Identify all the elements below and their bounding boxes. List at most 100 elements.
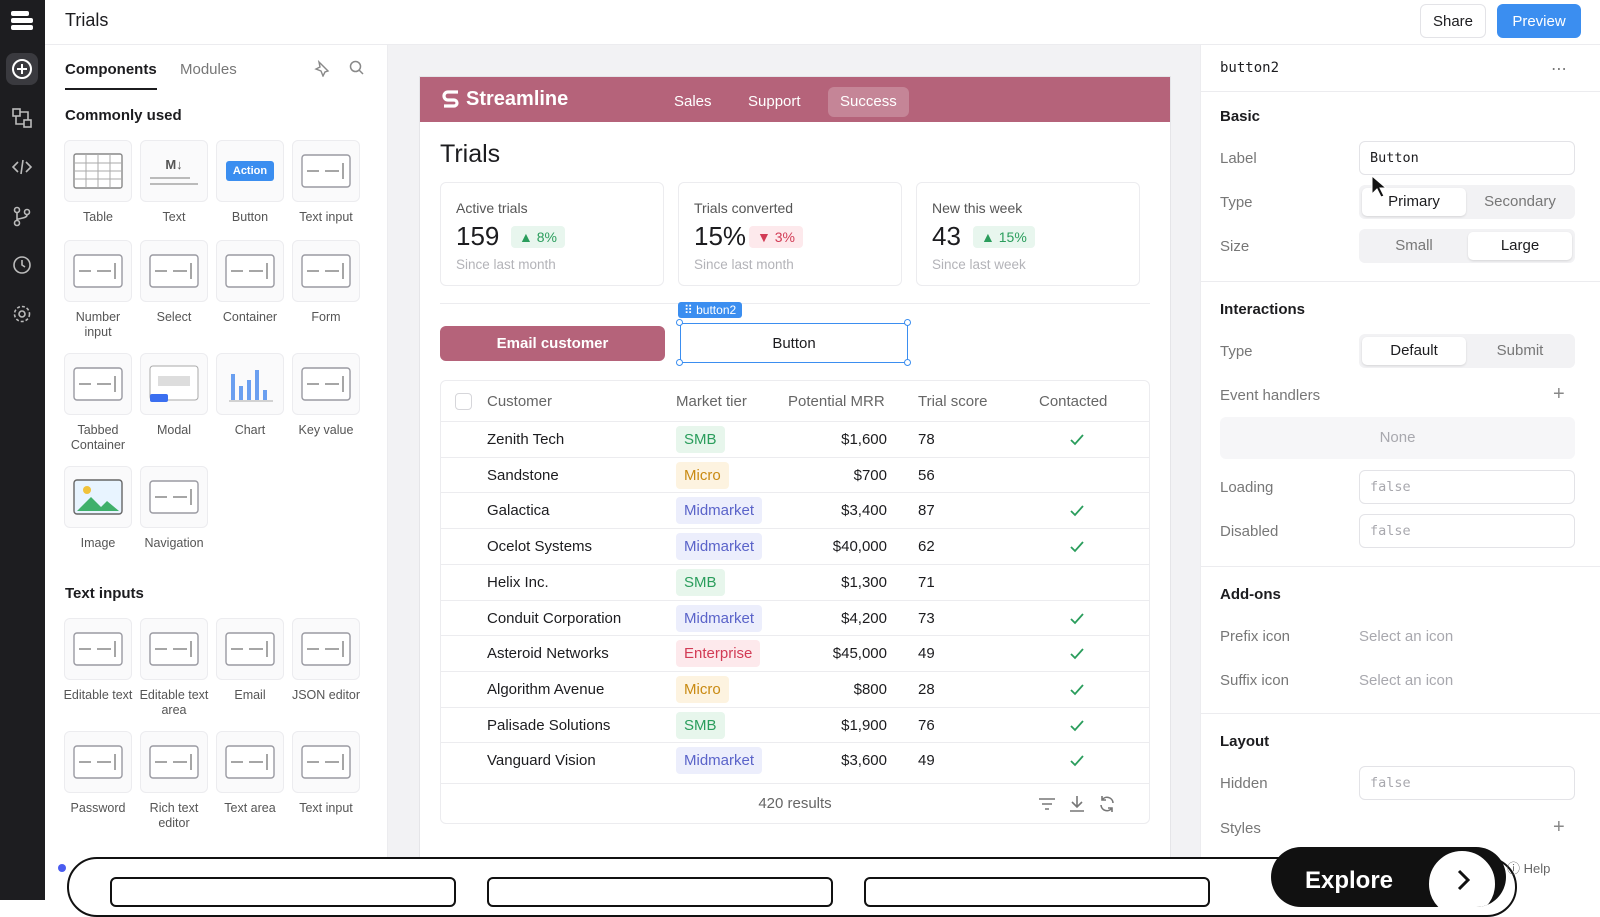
component-tile[interactable]: Text area <box>215 731 285 816</box>
kpi-delta: 3% <box>774 229 795 245</box>
table-row[interactable]: Ocelot Systems Midmarket $40,000 62 <box>441 528 1149 564</box>
component-tile[interactable]: Navigation <box>139 466 209 551</box>
column-header[interactable]: Contacted <box>1039 393 1108 410</box>
pin-icon[interactable] <box>313 59 331 82</box>
section-layout[interactable]: Layout <box>1220 733 1270 750</box>
select-all-checkbox[interactable] <box>455 393 472 410</box>
loading-input[interactable]: false <box>1359 470 1575 504</box>
interaction-default[interactable]: Default <box>1362 337 1466 365</box>
kpi-delta: 8% <box>536 229 557 245</box>
component-tile[interactable]: Key value <box>291 353 361 438</box>
resize-handle[interactable] <box>904 359 911 366</box>
add-component-icon[interactable] <box>6 53 38 85</box>
add-style-icon[interactable]: + <box>1553 816 1565 838</box>
component-tile[interactable]: Text input <box>291 140 361 225</box>
column-header[interactable]: Customer <box>487 393 553 410</box>
mrr-cell: $4,200 <box>841 609 887 627</box>
filter-icon[interactable] <box>1037 794 1057 819</box>
download-icon[interactable] <box>1067 794 1087 819</box>
column-header[interactable]: Potential MRR <box>788 393 885 410</box>
explore-button[interactable]: Explore <box>1271 847 1506 907</box>
table-row[interactable]: Conduit Corporation Midmarket $4,200 73 <box>441 599 1149 636</box>
component-tile[interactable]: Table <box>63 140 133 225</box>
size-toggle: Small Large <box>1359 229 1575 263</box>
table-row[interactable]: Zenith Tech SMB $1,600 78 <box>441 421 1149 457</box>
table-row[interactable]: Asteroid Networks Enterprise $45,000 49 <box>441 635 1149 671</box>
nav-success[interactable]: Success <box>828 87 909 117</box>
more-options-icon[interactable]: ⋯ <box>1551 61 1567 78</box>
refresh-icon[interactable] <box>1097 794 1117 819</box>
nav-support[interactable]: Support <box>748 93 801 110</box>
section-add-ons[interactable]: Add-ons <box>1220 586 1281 603</box>
prefix-icon-select[interactable]: Select an icon <box>1359 628 1454 645</box>
table-row[interactable]: Palisade Solutions SMB $1,900 76 <box>441 706 1149 743</box>
label-input[interactable]: Button <box>1359 141 1575 175</box>
interaction-type-label: Type <box>1220 343 1253 360</box>
selected-button[interactable]: Button <box>680 323 908 363</box>
logo-icon[interactable] <box>6 5 38 37</box>
share-button[interactable]: Share <box>1420 4 1486 38</box>
table-row[interactable]: Galactica Midmarket $3,400 87 <box>441 492 1149 528</box>
type-secondary[interactable]: Secondary <box>1484 193 1556 210</box>
kpi-since: Since last month <box>694 257 794 272</box>
resize-handle[interactable] <box>676 359 683 366</box>
size-large[interactable]: Large <box>1468 232 1572 260</box>
mrr-cell: $40,000 <box>832 538 887 556</box>
resize-handle[interactable] <box>904 319 911 326</box>
component-name[interactable]: button2 <box>1220 60 1280 76</box>
kpi-delta-badge: ▲ 8% <box>511 226 565 248</box>
preview-button[interactable]: Preview <box>1497 4 1581 38</box>
suffix-icon-select[interactable]: Select an icon <box>1359 672 1454 689</box>
component-tile[interactable]: JSON editor <box>291 618 361 703</box>
interaction-submit[interactable]: Submit <box>1496 342 1544 359</box>
help-icon: ⓘ <box>1507 861 1521 876</box>
branch-icon[interactable] <box>6 200 38 232</box>
code-icon[interactable] <box>6 151 38 183</box>
section-interactions[interactable]: Interactions <box>1220 301 1306 318</box>
component-tile[interactable]: Editable text <box>63 618 133 703</box>
component-tile[interactable]: Rich text editor <box>139 731 209 831</box>
mrr-cell: $3,600 <box>841 752 887 770</box>
component-tile[interactable]: Tabbed Container <box>63 353 133 453</box>
size-small[interactable]: Small <box>1395 237 1433 254</box>
component-tile[interactable]: Select <box>139 240 209 325</box>
table-row[interactable]: Algorithm Avenue Micro $800 28 <box>441 670 1149 707</box>
component-tile[interactable]: Form <box>291 240 361 325</box>
component-tile[interactable]: Modal <box>139 353 209 438</box>
arrow-down-icon: ▼ <box>757 229 771 245</box>
nav-sales[interactable]: Sales <box>674 93 712 110</box>
search-icon[interactable] <box>348 59 366 82</box>
component-tile[interactable]: M↓ Text <box>139 140 209 225</box>
column-header[interactable]: Trial score <box>918 393 988 410</box>
table-row[interactable]: Sandstone Micro $700 56 <box>441 456 1149 493</box>
pages-icon[interactable] <box>6 102 38 134</box>
type-primary[interactable]: Primary <box>1362 188 1466 216</box>
disabled-input[interactable]: false <box>1359 514 1575 548</box>
status-dot <box>58 864 66 872</box>
history-icon[interactable] <box>6 249 38 281</box>
add-handler-icon[interactable]: + <box>1553 383 1565 405</box>
email-customer-button[interactable]: Email customer <box>440 326 665 361</box>
hidden-input[interactable]: false <box>1359 766 1575 800</box>
kpi-delta: 15% <box>998 229 1027 245</box>
event-handlers-empty: None <box>1220 417 1575 459</box>
component-tile[interactable]: Email <box>215 618 285 703</box>
component-tile[interactable]: Editable text area <box>139 618 209 718</box>
tab-modules[interactable]: Modules <box>180 61 237 78</box>
settings-icon[interactable] <box>6 298 38 330</box>
component-tile[interactable]: Chart <box>215 353 285 438</box>
component-tile[interactable]: Password <box>63 731 133 816</box>
component-tile[interactable]: Number input <box>63 240 133 340</box>
column-header[interactable]: Market tier <box>676 393 747 410</box>
table-row[interactable]: Vanguard Vision Midmarket $3,600 49 <box>441 742 1149 778</box>
component-tile[interactable]: Container <box>215 240 285 325</box>
component-label: Table <box>83 210 113 224</box>
component-tile[interactable]: Action Button <box>215 140 285 225</box>
table-row[interactable]: Helix Inc. SMB $1,300 71 <box>441 563 1149 600</box>
component-tile[interactable]: Text input <box>291 731 361 816</box>
help-link[interactable]: ⓘ Help <box>1507 858 1550 878</box>
resize-handle[interactable] <box>676 319 683 326</box>
section-basic[interactable]: Basic <box>1220 108 1261 125</box>
component-tile[interactable]: Image <box>63 466 133 551</box>
tab-components[interactable]: Components <box>65 61 157 90</box>
